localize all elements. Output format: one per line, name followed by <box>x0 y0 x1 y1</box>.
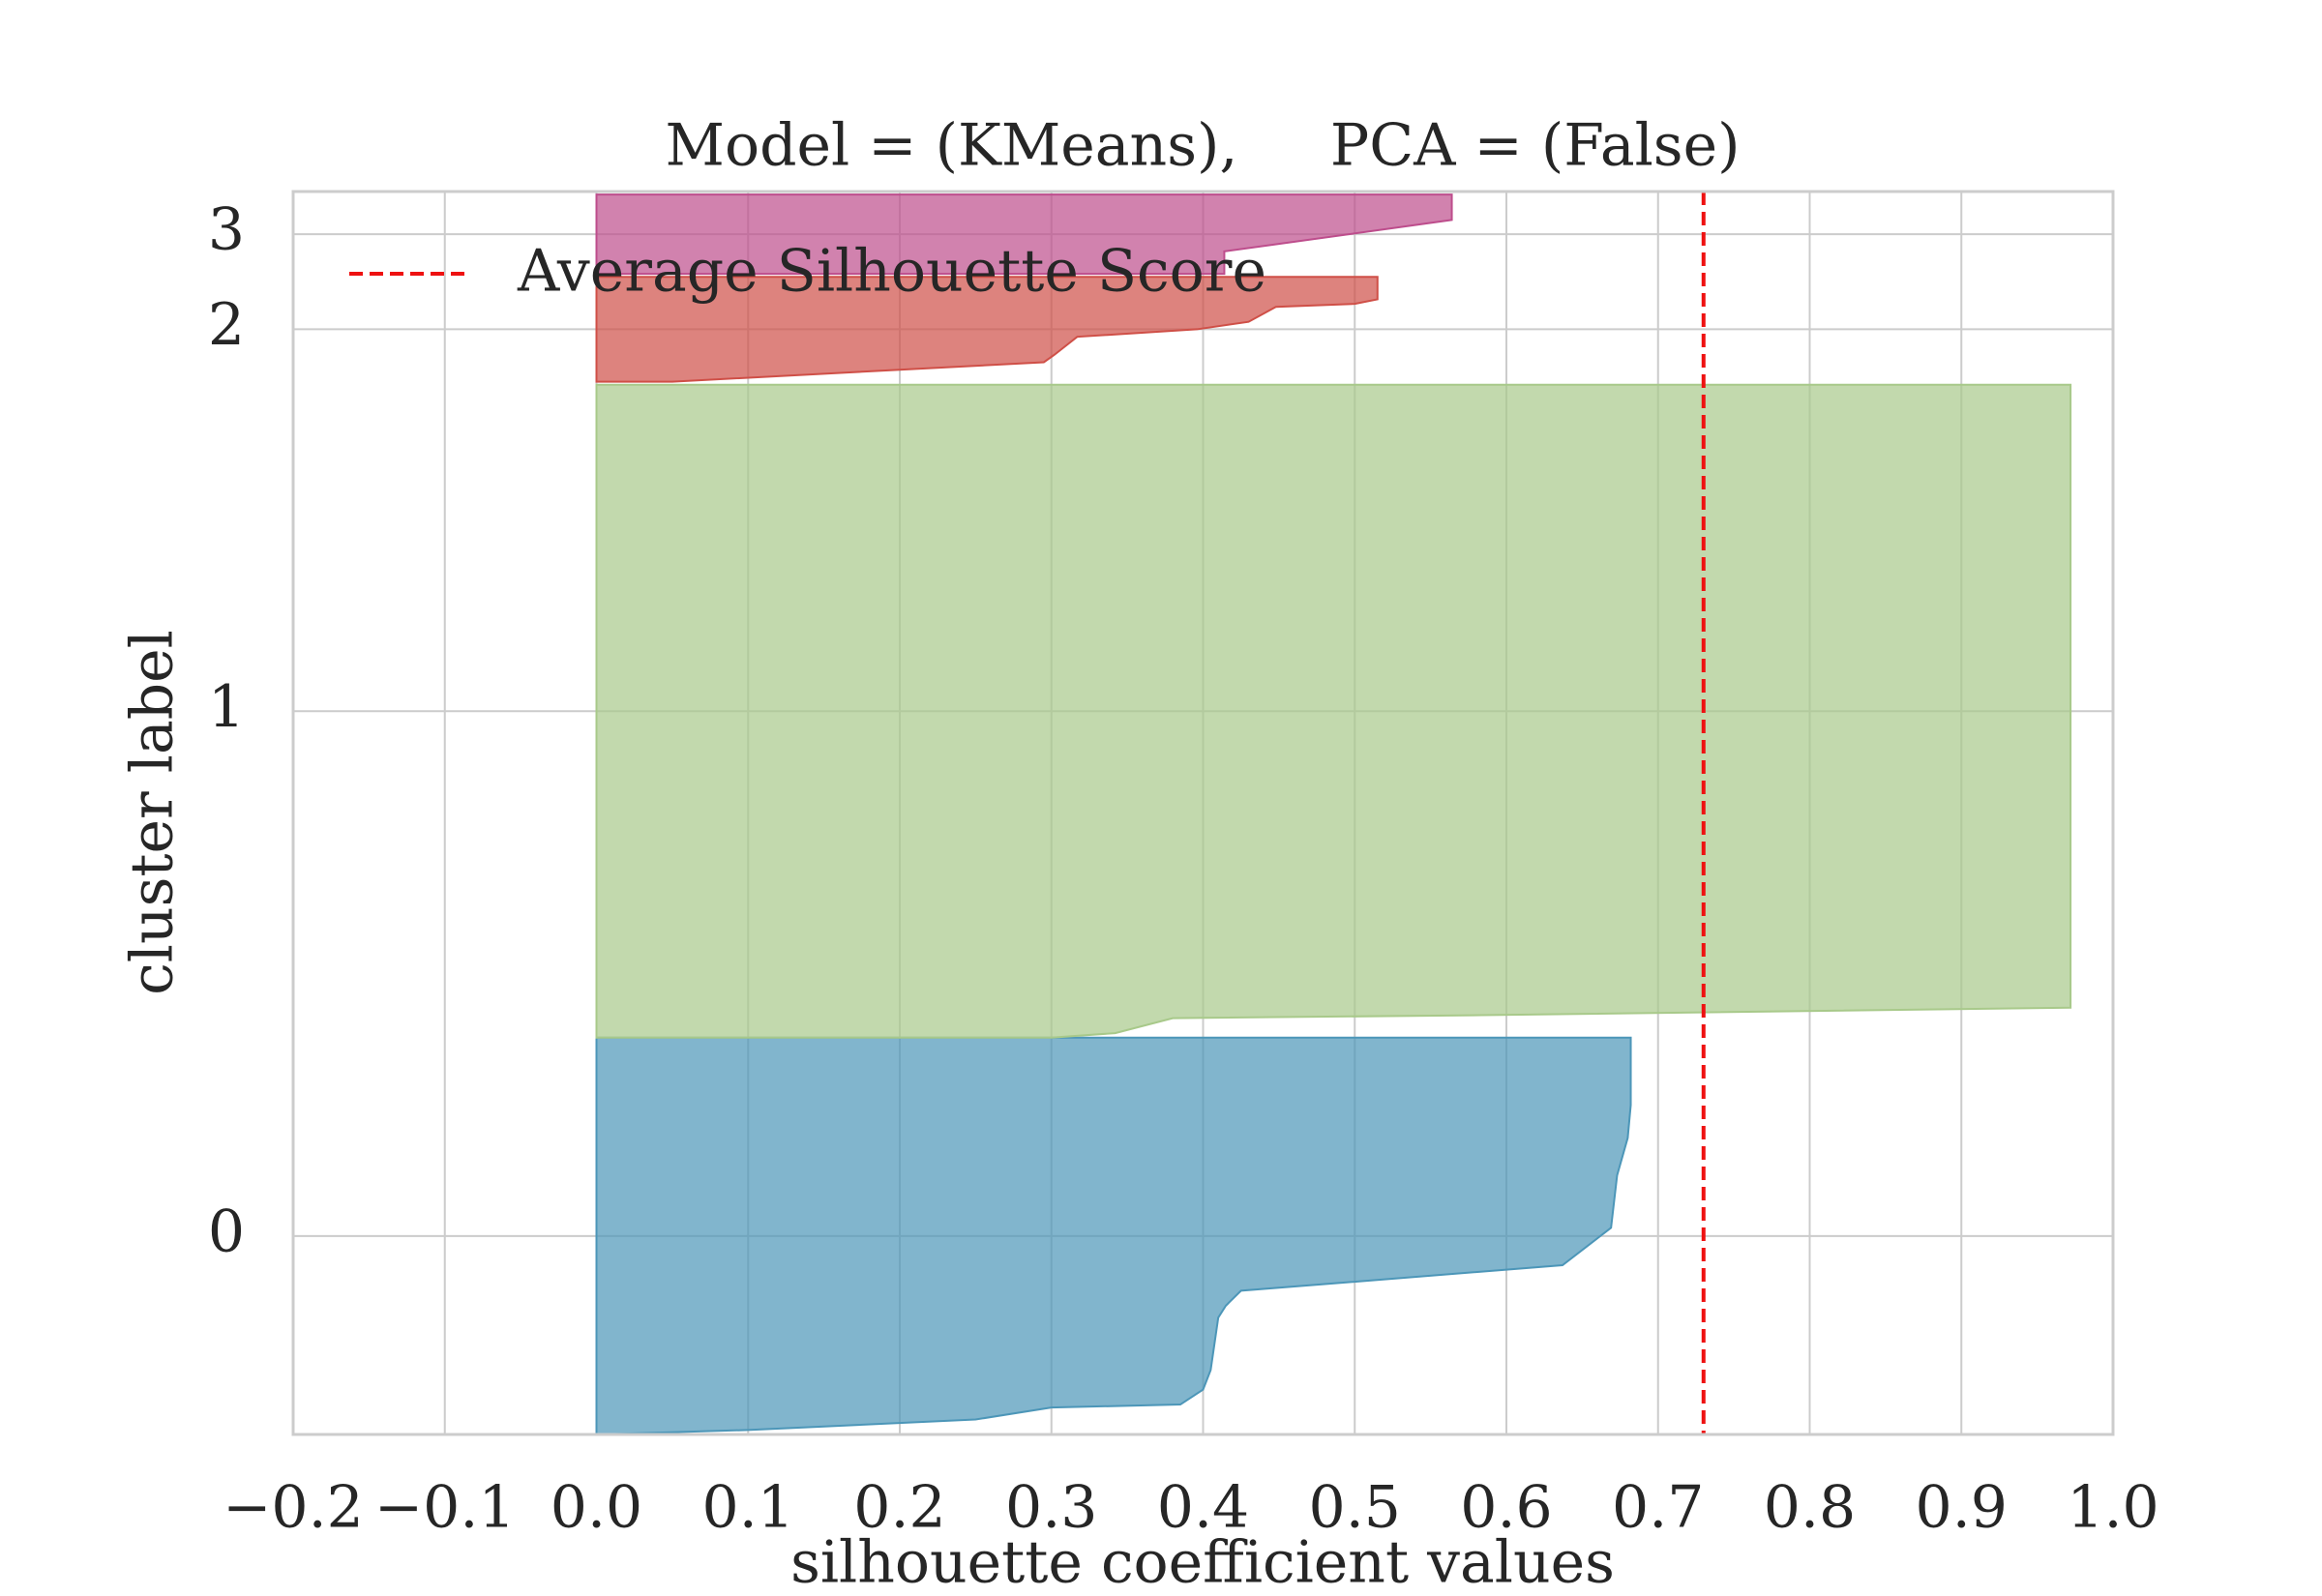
x-tick-label: 0.5 <box>1309 1474 1401 1542</box>
x-tick-label: 0.2 <box>853 1474 945 1542</box>
x-tick-label: 0.9 <box>1916 1474 2008 1542</box>
y-tick-label: 1 <box>208 673 245 741</box>
x-tick-label: −0.1 <box>374 1474 516 1542</box>
legend-label: Average Silhouette Score <box>517 238 1266 306</box>
x-tick-label: 0.6 <box>1460 1474 1552 1542</box>
silhouette-area <box>595 276 1379 383</box>
x-tick-label: 0.8 <box>1764 1474 1856 1542</box>
silhouette-area <box>595 193 1453 276</box>
y-tick-label: 2 <box>208 291 245 359</box>
chart-title: Model = (KMeans), PCA = (False) <box>666 112 1741 180</box>
x-tick-label: 0.4 <box>1157 1474 1249 1542</box>
y-tick-label: 0 <box>208 1197 245 1265</box>
x-tick-label: 0.3 <box>1005 1474 1097 1542</box>
y-axis-label: cluster label <box>119 630 187 995</box>
y-tick-label: 3 <box>208 196 245 264</box>
x-tick-label: 1.0 <box>2067 1474 2158 1542</box>
x-tick-label: 0.0 <box>551 1474 642 1542</box>
silhouette-area <box>595 383 2072 1039</box>
silhouette-area <box>595 1036 1632 1436</box>
x-tick-label: 0.1 <box>702 1474 794 1542</box>
x-tick-label: 0.7 <box>1612 1474 1704 1542</box>
x-axis-label: silhouette coefficient values <box>790 1529 1615 1596</box>
plot-frame <box>291 190 2115 1436</box>
x-tick-label: −0.2 <box>223 1474 364 1542</box>
